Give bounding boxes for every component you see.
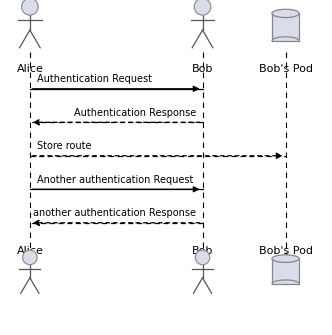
Text: Authentication Response: Authentication Response [74, 108, 196, 118]
Bar [272, 13, 299, 41]
Text: Bob's Pod: Bob's Pod [259, 246, 312, 256]
Text: Alice: Alice [17, 64, 43, 74]
Circle shape [22, 0, 38, 15]
Ellipse shape [272, 255, 299, 262]
Circle shape [195, 250, 210, 265]
Circle shape [194, 0, 211, 15]
Text: Bob: Bob [192, 64, 213, 74]
Text: Store route: Store route [37, 141, 91, 151]
Circle shape [23, 250, 37, 265]
Text: Bob: Bob [192, 246, 213, 256]
Text: Alice: Alice [17, 246, 43, 256]
Ellipse shape [272, 9, 299, 17]
Text: Authentication Request: Authentication Request [37, 74, 151, 84]
Bar [272, 259, 299, 284]
Text: Bob's Pod: Bob's Pod [259, 64, 312, 74]
Text: another authentication Response: another authentication Response [33, 208, 196, 218]
Text: Another authentication Request: Another authentication Request [37, 175, 193, 185]
